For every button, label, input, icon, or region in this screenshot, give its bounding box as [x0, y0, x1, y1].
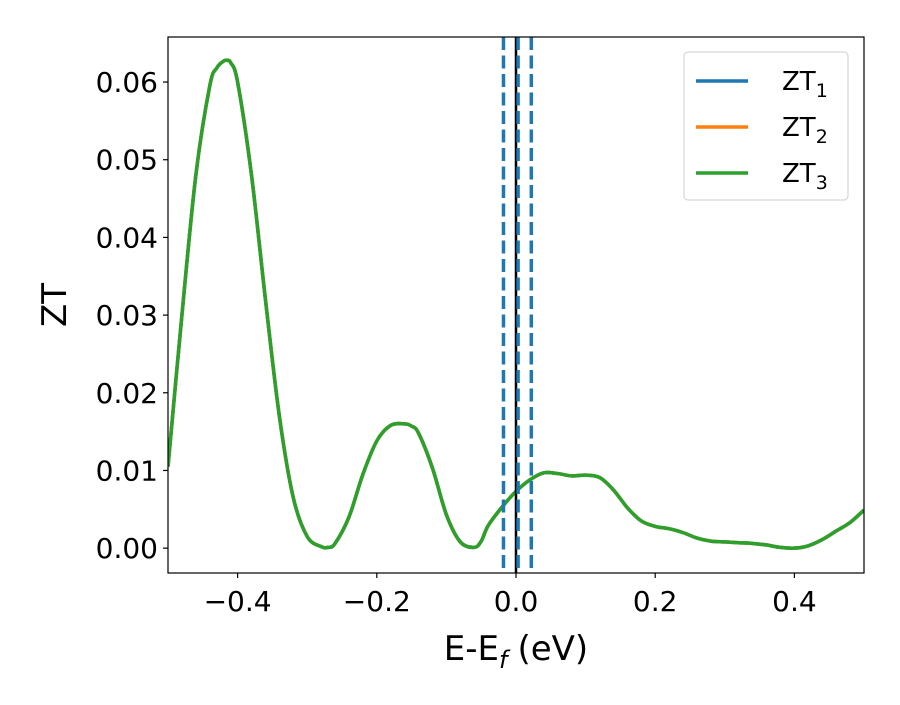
x-tick-label: 0.2 [633, 585, 678, 618]
y-tick-label: 0.06 [96, 66, 158, 99]
legend-label-zt-3: ZT3 [782, 159, 828, 194]
x-axis-title: E-Ef (eV) [444, 629, 588, 674]
x-axis-ticks: −0.4 −0.2 0.0 0.2 0.4 [204, 573, 817, 618]
series-line-zt-3 [168, 58, 864, 550]
legend-label-zt-2: ZT2 [782, 113, 828, 148]
legend-label-main: ZT [782, 159, 816, 189]
legend-label-zt-1: ZT1 [782, 67, 828, 102]
legend-label-subscript: 1 [816, 80, 828, 102]
y-tick-label: 0.02 [96, 377, 158, 410]
y-tick-label: 0.03 [96, 299, 158, 332]
plot-clipped-layer [168, 37, 864, 573]
y-axis-ticks: 0.00 0.01 0.02 0.03 0.04 0.05 0.06 [96, 66, 168, 565]
legend-label-main: ZT [782, 113, 816, 143]
y-tick-label: 0.04 [96, 221, 158, 254]
legend-label-subscript: 2 [816, 126, 828, 148]
legend-label-main: ZT [782, 67, 816, 97]
x-axis-title-main: E-E [444, 629, 499, 669]
x-tick-label: 0.4 [772, 585, 817, 618]
x-tick-label: 0.0 [494, 585, 539, 618]
x-axis-title-unit: (eV) [517, 629, 588, 669]
legend-label-subscript: 3 [816, 172, 828, 194]
y-axis-title: ZT [35, 283, 75, 327]
y-tick-label: 0.01 [96, 454, 158, 487]
y-tick-label: 0.00 [96, 532, 158, 565]
x-tick-label: −0.2 [343, 585, 411, 618]
y-tick-label: 0.05 [96, 144, 158, 177]
x-tick-label: −0.4 [204, 585, 272, 618]
legend-box [683, 51, 849, 201]
